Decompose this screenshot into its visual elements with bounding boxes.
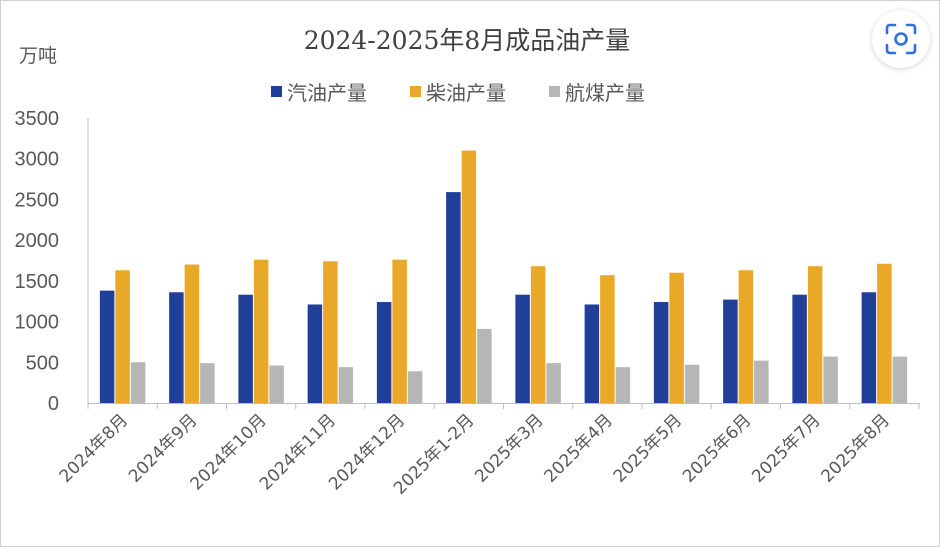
bar bbox=[253, 259, 269, 403]
legend-swatch bbox=[549, 86, 560, 97]
x-tick-label: 2025年4月 bbox=[540, 410, 616, 486]
bar-group bbox=[515, 266, 561, 403]
x-tick-label: 2024年8月 bbox=[56, 410, 132, 486]
y-axis: 0 500 1000 1500 2000 2500 3000 3500 bbox=[15, 108, 89, 415]
bar-group bbox=[376, 259, 423, 403]
legend-swatch bbox=[271, 86, 282, 97]
bar bbox=[861, 292, 877, 403]
bar bbox=[530, 266, 546, 403]
bar bbox=[407, 371, 423, 403]
bar bbox=[684, 364, 700, 403]
y-tick-label: 2000 bbox=[15, 230, 60, 252]
y-tick-label: 1500 bbox=[15, 271, 60, 293]
bar bbox=[376, 302, 392, 403]
bar bbox=[238, 294, 253, 403]
bar bbox=[392, 259, 407, 403]
bar bbox=[323, 261, 338, 403]
legend-label: 航煤产量 bbox=[565, 81, 645, 105]
bar bbox=[446, 192, 461, 403]
bar bbox=[477, 328, 492, 403]
bar bbox=[338, 367, 354, 403]
legend-label: 柴油产量 bbox=[426, 81, 506, 105]
bar-group bbox=[446, 150, 492, 403]
x-tick-label: 2025年3月 bbox=[471, 410, 547, 486]
bar bbox=[754, 360, 769, 403]
bar bbox=[307, 304, 323, 403]
legend-label: 汽油产量 bbox=[287, 81, 367, 105]
x-tick-label: 2025年7月 bbox=[748, 410, 824, 486]
bar bbox=[99, 290, 115, 403]
scan-icon bbox=[885, 23, 917, 55]
y-tick-label: 0 bbox=[48, 393, 59, 415]
legend-item: 汽油产量 bbox=[271, 81, 367, 105]
y-tick-label: 1000 bbox=[15, 312, 60, 334]
bar bbox=[169, 292, 184, 403]
bar bbox=[653, 302, 669, 403]
legend: 汽油产量 柴油产量 航煤产量 bbox=[271, 81, 645, 105]
bar bbox=[738, 270, 754, 403]
bar-group bbox=[307, 261, 354, 403]
bar bbox=[600, 275, 615, 403]
x-tick-label: 2024年9月 bbox=[125, 410, 201, 486]
y-tick-label: 3500 bbox=[15, 108, 60, 130]
y-axis-unit-label: 万吨 bbox=[19, 45, 57, 67]
bar bbox=[584, 304, 600, 403]
bar bbox=[877, 263, 892, 403]
bars bbox=[99, 150, 908, 403]
bar-group bbox=[169, 264, 215, 403]
bar bbox=[823, 356, 838, 403]
y-tick-label: 500 bbox=[26, 352, 59, 374]
x-axis: 2024年8月2024年9月2024年10月2024年11月2024年12月20… bbox=[56, 403, 920, 499]
bar bbox=[269, 365, 284, 403]
x-tick-label: 2025年5月 bbox=[610, 410, 686, 486]
bar-group bbox=[653, 272, 700, 403]
bar-group bbox=[723, 270, 769, 403]
legend-item: 柴油产量 bbox=[410, 81, 506, 105]
x-tick-label: 2025年8月 bbox=[817, 410, 893, 486]
bar-group bbox=[99, 270, 146, 403]
bar bbox=[546, 363, 561, 403]
bar bbox=[115, 270, 130, 403]
bar bbox=[807, 266, 823, 403]
bar bbox=[184, 264, 200, 403]
chart-title: 2024-2025年8月成品油产量 bbox=[304, 26, 631, 55]
bar-group bbox=[861, 263, 908, 403]
bar-group bbox=[792, 266, 838, 403]
y-tick-label: 3000 bbox=[15, 149, 60, 171]
bar bbox=[461, 150, 477, 403]
bar bbox=[669, 272, 684, 403]
bar bbox=[515, 294, 530, 403]
x-tick-label: 2025年6月 bbox=[679, 410, 755, 486]
bar bbox=[792, 294, 807, 403]
bar bbox=[200, 363, 215, 403]
legend-swatch bbox=[410, 86, 421, 97]
bar bbox=[892, 356, 908, 403]
bar-group bbox=[238, 259, 284, 403]
y-tick-label: 2500 bbox=[15, 189, 60, 211]
scan-button[interactable] bbox=[872, 10, 930, 68]
bar bbox=[723, 299, 738, 403]
bar-group bbox=[584, 275, 631, 403]
bar bbox=[615, 367, 631, 403]
bar bbox=[130, 362, 146, 403]
legend-item: 航煤产量 bbox=[549, 81, 645, 105]
